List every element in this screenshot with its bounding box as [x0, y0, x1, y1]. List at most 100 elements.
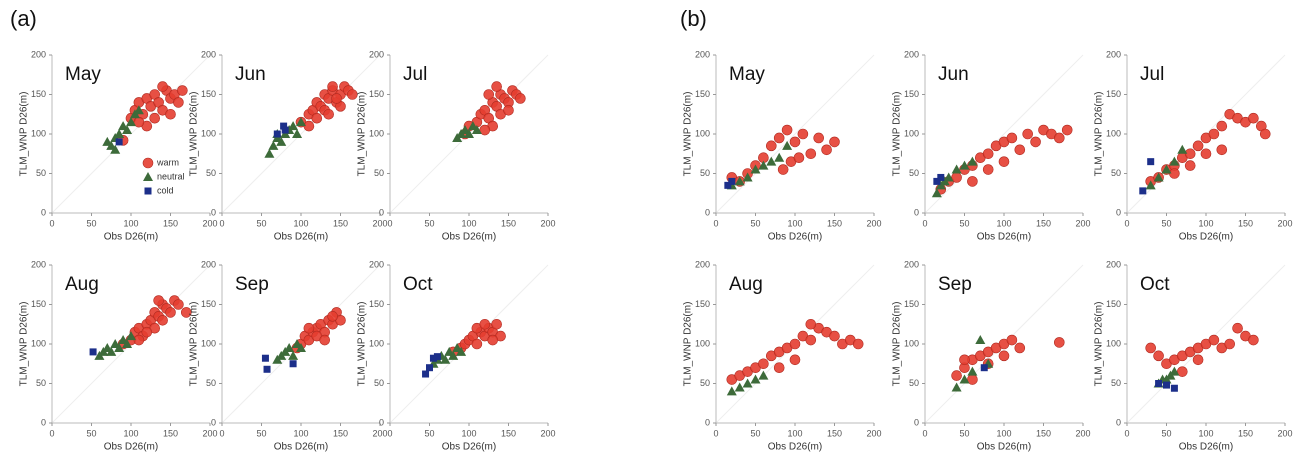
y-tick-label: 50: [700, 168, 710, 178]
x-tick-label: 150: [333, 428, 348, 438]
marker-circle: [165, 307, 176, 318]
x-tick-label: 50: [424, 428, 434, 438]
y-tick-label: 0: [914, 207, 919, 217]
panel-title: Jun: [938, 64, 969, 85]
y-tick-label: 0: [379, 207, 384, 217]
y-tick-label: 50: [909, 378, 919, 388]
x-tick-label: 0: [387, 428, 392, 438]
marker-circle: [483, 89, 495, 100]
marker-circle: [319, 334, 331, 346]
x-tick-label: 50: [256, 218, 266, 228]
y-tick-label: 0: [1116, 417, 1121, 427]
marker-triangle: [742, 172, 753, 182]
marker-triangle: [114, 129, 125, 138]
y-tick-label: 150: [201, 299, 216, 309]
marker-circle: [311, 112, 323, 124]
marker-square: [980, 364, 988, 372]
y-tick-label: 50: [1111, 378, 1121, 388]
marker-triangle: [440, 354, 451, 364]
marker-circle: [829, 330, 840, 342]
x-tick-label: 100: [1198, 218, 1213, 228]
marker-circle: [1061, 124, 1073, 136]
x-tick-label: 150: [501, 218, 516, 228]
y-tick-label: 150: [695, 299, 710, 309]
x-axis-label: Obs D26(m): [442, 442, 496, 453]
y-tick-label: 150: [369, 299, 384, 309]
marker-circle: [1184, 160, 1196, 171]
marker-triangle: [1161, 164, 1172, 174]
x-tick-label: 0: [219, 428, 224, 438]
marker-square: [1170, 384, 1178, 392]
panel-title: May: [729, 64, 765, 85]
x-tick-label: 150: [1238, 428, 1253, 438]
marker-square: [144, 187, 152, 195]
x-tick-label: 50: [959, 428, 969, 438]
x-tick-label: 200: [866, 218, 881, 228]
marker-circle: [1014, 144, 1026, 156]
x-axis-label: Obs D26(m): [1179, 232, 1233, 243]
marker-circle: [153, 295, 164, 306]
y-tick-label: 100: [904, 338, 919, 348]
x-tick-label: 200: [372, 218, 387, 228]
marker-circle: [805, 334, 817, 346]
panel-title: Oct: [403, 274, 433, 295]
x-tick-label: 100: [461, 218, 476, 228]
x-tick-label: 100: [123, 428, 138, 438]
marker-circle: [998, 350, 1010, 362]
marker-square: [263, 365, 271, 373]
marker-triangle: [296, 342, 306, 352]
panel-title: May: [65, 64, 101, 85]
marker-circle: [781, 124, 793, 136]
marker-circle: [1248, 112, 1259, 124]
marker-triangle: [774, 152, 785, 162]
y-tick-label: 0: [41, 417, 46, 427]
y-tick-label: 200: [31, 259, 46, 269]
y-tick-label: 150: [904, 89, 919, 99]
x-tick-label: 50: [256, 428, 266, 438]
marker-square: [1139, 187, 1147, 195]
y-axis-label: TLM_WNP D26(m): [189, 92, 200, 177]
y-tick-label: 100: [31, 338, 46, 348]
x-tick-label: 100: [787, 218, 802, 228]
y-tick-label: 100: [1106, 128, 1121, 138]
y-tick-label: 100: [904, 128, 919, 138]
x-tick-label: 100: [123, 218, 138, 228]
x-tick-label: 0: [49, 428, 54, 438]
marker-triangle: [292, 129, 303, 138]
marker-circle: [852, 338, 864, 350]
y-tick-label: 100: [695, 338, 710, 348]
y-tick-label: 200: [1106, 259, 1121, 269]
x-tick-label: 150: [501, 428, 516, 438]
x-tick-label: 0: [1124, 428, 1129, 438]
marker-circle: [1145, 342, 1156, 354]
y-tick-label: 0: [705, 207, 710, 217]
marker-circle: [173, 299, 184, 310]
marker-circle: [1200, 148, 1212, 160]
marker-circle: [1259, 128, 1271, 140]
x-tick-label: 100: [996, 218, 1011, 228]
marker-triangle: [268, 140, 279, 150]
marker-triangle: [951, 164, 962, 174]
marker-circle: [491, 318, 502, 330]
x-axis-label: Obs D26(m): [1179, 442, 1233, 453]
x-tick-label: 0: [713, 218, 718, 228]
marker-triangle: [448, 350, 459, 360]
marker-circle: [303, 322, 315, 334]
y-tick-label: 50: [36, 378, 46, 388]
marker-triangle: [126, 331, 136, 341]
marker-triangle: [967, 156, 978, 166]
marker-triangle: [959, 160, 970, 170]
x-tick-label: 100: [293, 428, 308, 438]
marker-circle: [1022, 128, 1033, 140]
x-tick-label: 200: [1277, 428, 1292, 438]
y-tick-label: 50: [374, 378, 384, 388]
x-axis-label: Obs D26(m): [768, 232, 822, 243]
marker-triangle: [1169, 156, 1180, 166]
marker-circle: [959, 354, 970, 366]
marker-circle: [177, 85, 188, 96]
panel-title: Oct: [1140, 274, 1170, 295]
y-tick-label: 100: [369, 128, 384, 138]
marker-circle: [491, 81, 502, 92]
marker-circle: [173, 97, 184, 108]
